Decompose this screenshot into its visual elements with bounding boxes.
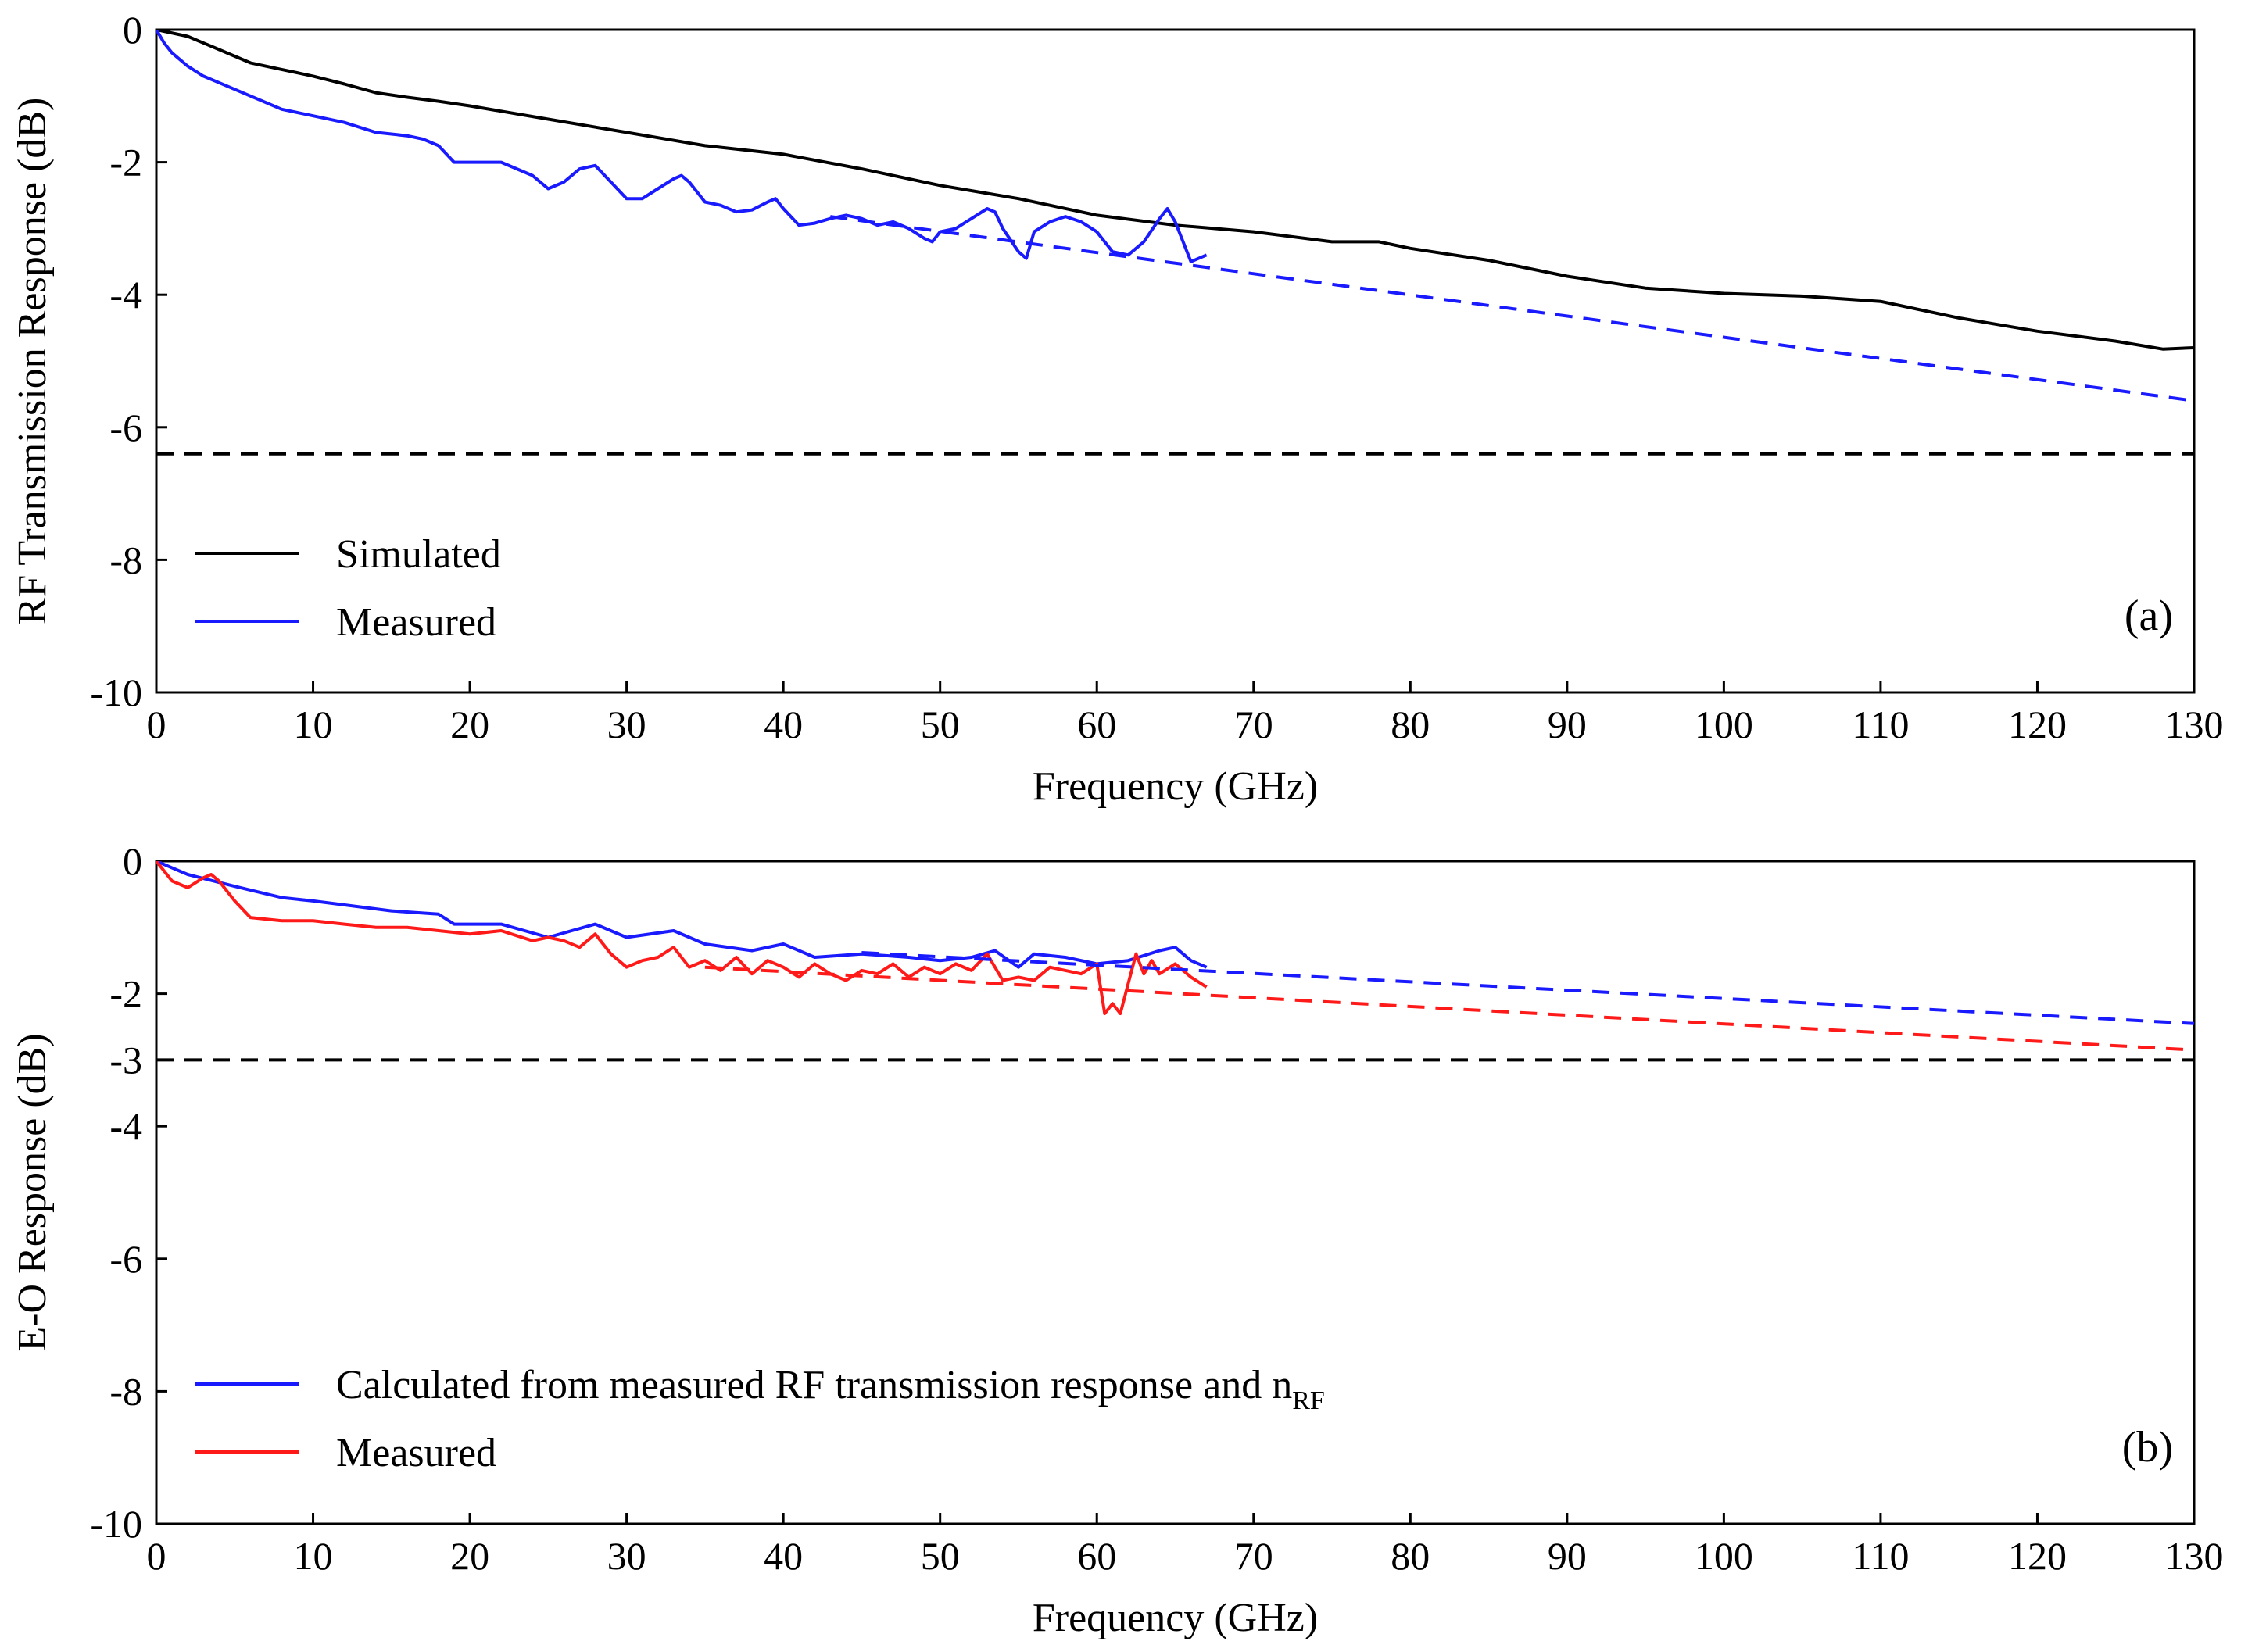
x-tick-label-b-110: 110 bbox=[1852, 1534, 1909, 1578]
x-tick-label-a-70: 70 bbox=[1234, 703, 1273, 746]
series-line-b-measured bbox=[156, 861, 1208, 1015]
panel-label-b: (b) bbox=[2122, 1423, 2173, 1471]
y-axis-title-b: E-O Response (dB) bbox=[10, 1033, 55, 1351]
legend-label-calculated-subscript: RF bbox=[1292, 1386, 1325, 1415]
chart-panel-b: 0 10 20 30 40 50 60 70 80 90 100 110 120 130 0 -2 -3 -4 -6… bbox=[10, 839, 2224, 1640]
x-tick-label-a-110: 110 bbox=[1852, 703, 1909, 746]
x-tick-label-b-120: 120 bbox=[2008, 1534, 2067, 1578]
y-tick-label-b--4: -4 bbox=[109, 1104, 142, 1148]
legend-label-measured-a: Measured bbox=[336, 600, 496, 645]
x-tick-label-a-50: 50 bbox=[921, 703, 960, 746]
series-line-b-calculated-linear-fit-extrapolated bbox=[861, 951, 2194, 1025]
x-tick-label-b-10: 10 bbox=[294, 1534, 333, 1578]
x-tick-label-a-10: 10 bbox=[294, 703, 333, 746]
series-a bbox=[156, 30, 2194, 456]
ticks-a: 0 10 20 30 40 50 60 70 80 90 100 110 120 130 0 -2 -4 -6 -8… bbox=[90, 8, 2223, 746]
series-line-a-measured-linear-fit-extrapolated bbox=[830, 215, 2194, 402]
x-tick-label-a-60: 60 bbox=[1077, 703, 1116, 746]
y-tick-label-b--6: -6 bbox=[109, 1237, 142, 1281]
x-tick-label-b-100: 100 bbox=[1695, 1534, 1753, 1578]
x-tick-label-b-0: 0 bbox=[147, 1534, 166, 1578]
x-axis-title-b: Frequency (GHz) bbox=[1033, 1596, 1318, 1640]
x-tick-label-b-70: 70 bbox=[1234, 1534, 1273, 1578]
y-tick-label-a--2: -2 bbox=[109, 141, 142, 184]
y-axis-title-a: RF Transmission Response (dB) bbox=[10, 98, 55, 625]
plot-frame-b bbox=[155, 860, 2196, 1525]
series-b bbox=[156, 861, 2194, 1062]
x-tick-label-b-30: 30 bbox=[607, 1534, 646, 1578]
y-tick-label-b--10: -10 bbox=[90, 1502, 142, 1546]
x-tick-label-b-20: 20 bbox=[450, 1534, 489, 1578]
series-line-b-measured-linear-fit-extrapolated bbox=[704, 965, 2194, 1052]
ticks-b: 0 10 20 30 40 50 60 70 80 90 100 110 120 130 0 -2 -3 -4 -6… bbox=[90, 839, 2223, 1578]
x-tick-label-a-130: 130 bbox=[2165, 703, 2224, 746]
legend-b: Calculated from measured RF transmission… bbox=[195, 1363, 1325, 1475]
series-line-b-calculated-from-measured-rf-transmission-response-and-n bbox=[156, 861, 1208, 969]
x-tick-label-b-40: 40 bbox=[764, 1534, 803, 1578]
x-tick-label-b-50: 50 bbox=[921, 1534, 960, 1578]
legend-label-calculated-main: Calculated from measured RF transmission… bbox=[336, 1363, 1292, 1407]
y-tick-label-b-0: 0 bbox=[123, 839, 142, 883]
panel-label-a: (a) bbox=[2125, 592, 2173, 640]
x-tick-label-a-40: 40 bbox=[764, 703, 803, 746]
y-tick-label-a--4: -4 bbox=[109, 273, 142, 316]
x-tick-label-a-120: 120 bbox=[2008, 703, 2067, 746]
y-tick-label-b--8: -8 bbox=[109, 1369, 142, 1413]
x-tick-label-a-90: 90 bbox=[1548, 703, 1587, 746]
x-tick-label-a-80: 80 bbox=[1391, 703, 1430, 746]
y-tick-label-b--2: -2 bbox=[109, 972, 142, 1016]
x-tick-label-a-20: 20 bbox=[450, 703, 489, 746]
y-tick-label-a--6: -6 bbox=[109, 406, 142, 449]
legend-label-measured-b: Measured bbox=[336, 1431, 496, 1475]
legend-label-simulated: Simulated bbox=[336, 532, 501, 577]
y-tick-label-b--3: -3 bbox=[109, 1038, 142, 1082]
y-tick-label-a--10: -10 bbox=[90, 670, 142, 714]
x-axis-title-a: Frequency (GHz) bbox=[1033, 764, 1318, 809]
series-line-a-simulated bbox=[156, 30, 2194, 351]
x-tick-label-a-100: 100 bbox=[1695, 703, 1753, 746]
chart-panel-a: 0 10 20 30 40 50 60 70 80 90 100 110 120 130 0 -2 -4 -6 -8… bbox=[10, 8, 2224, 809]
x-tick-label-b-80: 80 bbox=[1391, 1534, 1430, 1578]
x-tick-label-a-0: 0 bbox=[147, 703, 166, 746]
x-tick-label-b-130: 130 bbox=[2165, 1534, 2224, 1578]
legend-label-calculated: Calculated from measured RF transmission… bbox=[336, 1363, 1325, 1415]
legend-a: Simulated Measured bbox=[195, 532, 501, 645]
y-tick-label-a--8: -8 bbox=[109, 538, 142, 581]
y-tick-label-a-0: 0 bbox=[123, 8, 142, 52]
series-line-a-measured bbox=[156, 30, 1208, 263]
x-tick-label-b-60: 60 bbox=[1077, 1534, 1116, 1578]
plot-frame-a bbox=[155, 28, 2196, 694]
x-tick-label-a-30: 30 bbox=[607, 703, 646, 746]
x-tick-label-b-90: 90 bbox=[1548, 1534, 1587, 1578]
